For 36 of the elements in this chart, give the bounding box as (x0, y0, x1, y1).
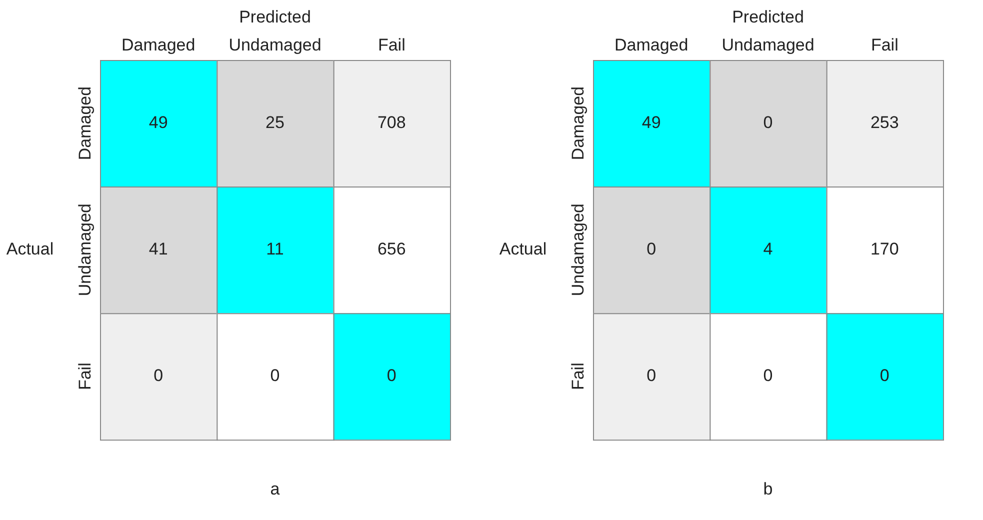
y-tick-label: Undamaged (76, 203, 95, 296)
x-tick-label: Damaged (614, 36, 688, 55)
data-label: 170 (870, 239, 899, 258)
data-label: 0 (270, 366, 280, 386)
x-tick-label: Undamaged (228, 36, 322, 55)
data-label: 0 (880, 366, 890, 386)
data-label: 0 (763, 366, 773, 386)
data-label: 0 (763, 112, 773, 132)
x-tick-label: Fail (870, 36, 898, 55)
x-axis-title: Predicted (239, 8, 311, 27)
y-tick-label: Undamaged (568, 203, 588, 296)
data-label: 656 (377, 239, 406, 258)
data-label: 49 (642, 112, 661, 132)
data-label: 4 (763, 239, 773, 258)
y-axis-title: Actual (499, 239, 547, 258)
data-label: 708 (377, 112, 406, 132)
y-axis-title: Actual (6, 239, 54, 258)
data-label: 11 (266, 239, 284, 258)
data-label: 25 (266, 112, 284, 132)
data-label: 0 (154, 366, 164, 386)
data-label: 0 (646, 239, 656, 258)
y-tick-label: Damaged (76, 86, 95, 160)
y-tick-label: Fail (76, 362, 95, 390)
x-axis-title: Predicted (732, 8, 804, 27)
data-label: 0 (646, 366, 656, 386)
data-label: 0 (386, 366, 396, 386)
data-label: 41 (148, 239, 168, 258)
text: b (763, 479, 773, 498)
x-tick-label: Undamaged (722, 36, 814, 55)
y-tick-label: Damaged (568, 86, 588, 160)
y-tick-label: Fail (568, 362, 588, 390)
x-tick-label: Damaged (121, 36, 196, 55)
x-tick-label: Fail (378, 36, 406, 55)
data-label: 253 (870, 112, 899, 132)
data-label: 49 (148, 112, 168, 132)
text: a (270, 479, 280, 498)
